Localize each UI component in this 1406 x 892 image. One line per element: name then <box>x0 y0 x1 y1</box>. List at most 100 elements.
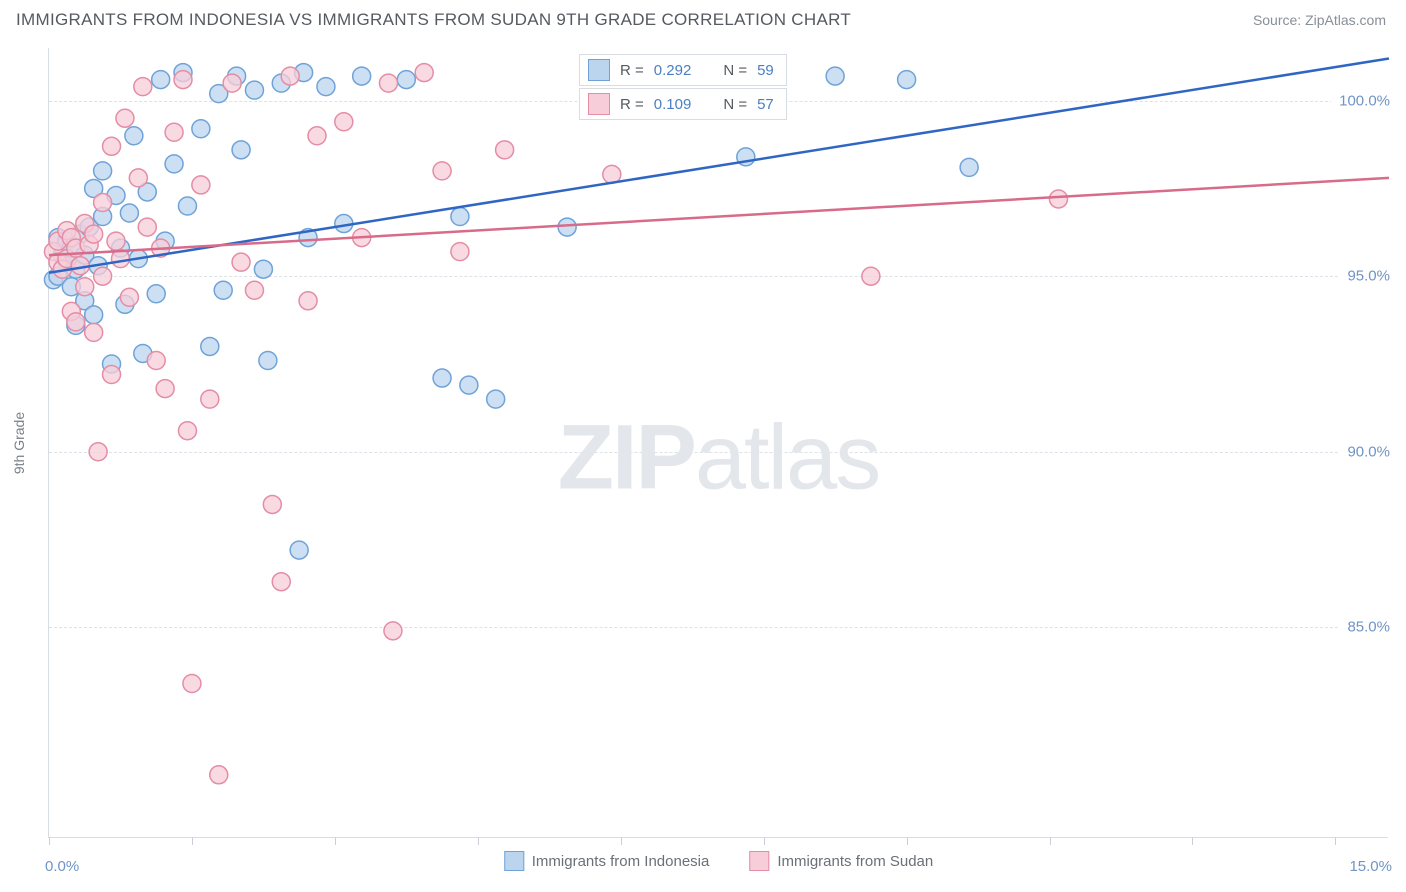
legend-item-sudan: Immigrants from Sudan <box>749 851 933 871</box>
data-point-sudan <box>120 288 138 306</box>
data-point-indonesia <box>254 260 272 278</box>
data-point-sudan <box>94 267 112 285</box>
data-point-sudan <box>165 123 183 141</box>
data-point-sudan <box>335 113 353 131</box>
data-point-sudan <box>210 766 228 784</box>
data-point-indonesia <box>558 218 576 236</box>
data-point-sudan <box>107 232 125 250</box>
data-point-indonesia <box>192 120 210 138</box>
data-point-sudan <box>232 253 250 271</box>
r-value: 0.292 <box>654 62 692 79</box>
data-point-indonesia <box>94 162 112 180</box>
data-point-sudan <box>496 141 514 159</box>
source-link[interactable]: ZipAtlas.com <box>1305 12 1386 28</box>
data-point-indonesia <box>960 158 978 176</box>
data-point-sudan <box>156 380 174 398</box>
x-axis-max-label: 15.0% <box>1349 858 1392 875</box>
x-axis-min-label: 0.0% <box>45 858 79 875</box>
chart-title: IMMIGRANTS FROM INDONESIA VS IMMIGRANTS … <box>16 10 851 30</box>
scatter-plot-svg <box>49 48 1388 837</box>
data-point-indonesia <box>317 78 335 96</box>
data-point-sudan <box>299 292 317 310</box>
x-tick <box>49 837 50 845</box>
data-point-sudan <box>433 162 451 180</box>
data-point-sudan <box>415 64 433 82</box>
legend-label: Immigrants from Sudan <box>777 853 933 870</box>
data-point-sudan <box>178 422 196 440</box>
data-point-sudan <box>89 443 107 461</box>
data-point-indonesia <box>433 369 451 387</box>
data-point-indonesia <box>201 337 219 355</box>
data-point-indonesia <box>214 281 232 299</box>
x-tick <box>1335 837 1336 845</box>
x-tick <box>907 837 908 845</box>
data-point-sudan <box>272 573 290 591</box>
x-tick <box>1192 837 1193 845</box>
data-point-sudan <box>192 176 210 194</box>
data-point-indonesia <box>147 285 165 303</box>
legend-swatch <box>588 93 610 115</box>
legend-stats-indonesia: R = 0.292 N = 59 <box>579 54 787 86</box>
data-point-sudan <box>1049 190 1067 208</box>
regression-line-sudan <box>49 178 1389 255</box>
r-value: 0.109 <box>654 96 692 113</box>
data-point-sudan <box>85 225 103 243</box>
data-point-indonesia <box>85 306 103 324</box>
data-point-indonesia <box>487 390 505 408</box>
r-label: R = <box>620 62 644 79</box>
data-point-sudan <box>174 71 192 89</box>
data-point-sudan <box>183 675 201 693</box>
data-point-sudan <box>201 390 219 408</box>
data-point-indonesia <box>259 351 277 369</box>
n-label: N = <box>723 62 747 79</box>
n-value: 59 <box>757 62 774 79</box>
data-point-sudan <box>451 243 469 261</box>
x-tick <box>1050 837 1051 845</box>
data-point-sudan <box>245 281 263 299</box>
data-point-sudan <box>308 127 326 145</box>
source-attribution: Source: ZipAtlas.com <box>1253 12 1386 28</box>
data-point-indonesia <box>178 197 196 215</box>
data-point-indonesia <box>125 127 143 145</box>
data-point-sudan <box>138 218 156 236</box>
data-point-indonesia <box>451 208 469 226</box>
data-point-sudan <box>129 169 147 187</box>
data-point-sudan <box>116 109 134 127</box>
data-point-indonesia <box>397 71 415 89</box>
data-point-indonesia <box>353 67 371 85</box>
data-point-indonesia <box>898 71 916 89</box>
data-point-sudan <box>85 323 103 341</box>
data-point-indonesia <box>460 376 478 394</box>
r-label: R = <box>620 96 644 113</box>
chart-plot-area: 9th Grade 85.0%90.0%95.0%100.0% ZIPatlas… <box>48 48 1388 838</box>
legend-item-indonesia: Immigrants from Indonesia <box>504 851 710 871</box>
data-point-sudan <box>223 74 241 92</box>
data-point-sudan <box>379 74 397 92</box>
data-point-indonesia <box>152 71 170 89</box>
data-point-indonesia <box>232 141 250 159</box>
data-point-sudan <box>103 366 121 384</box>
data-point-sudan <box>76 278 94 296</box>
legend-bottom: Immigrants from Indonesia Immigrants from… <box>504 851 933 871</box>
data-point-sudan <box>862 267 880 285</box>
data-point-indonesia <box>826 67 844 85</box>
data-point-indonesia <box>245 81 263 99</box>
data-point-sudan <box>147 351 165 369</box>
n-label: N = <box>723 96 747 113</box>
data-point-indonesia <box>120 204 138 222</box>
legend-label: Immigrants from Indonesia <box>532 853 710 870</box>
x-tick <box>335 837 336 845</box>
x-tick <box>478 837 479 845</box>
data-point-indonesia <box>290 541 308 559</box>
x-tick <box>192 837 193 845</box>
x-tick <box>621 837 622 845</box>
n-value: 57 <box>757 96 774 113</box>
source-label: Source: <box>1253 12 1301 28</box>
legend-swatch <box>504 851 524 871</box>
legend-swatch <box>588 59 610 81</box>
x-tick <box>764 837 765 845</box>
data-point-sudan <box>384 622 402 640</box>
data-point-indonesia <box>165 155 183 173</box>
data-point-sudan <box>281 67 299 85</box>
y-axis-title: 9th Grade <box>11 411 27 473</box>
